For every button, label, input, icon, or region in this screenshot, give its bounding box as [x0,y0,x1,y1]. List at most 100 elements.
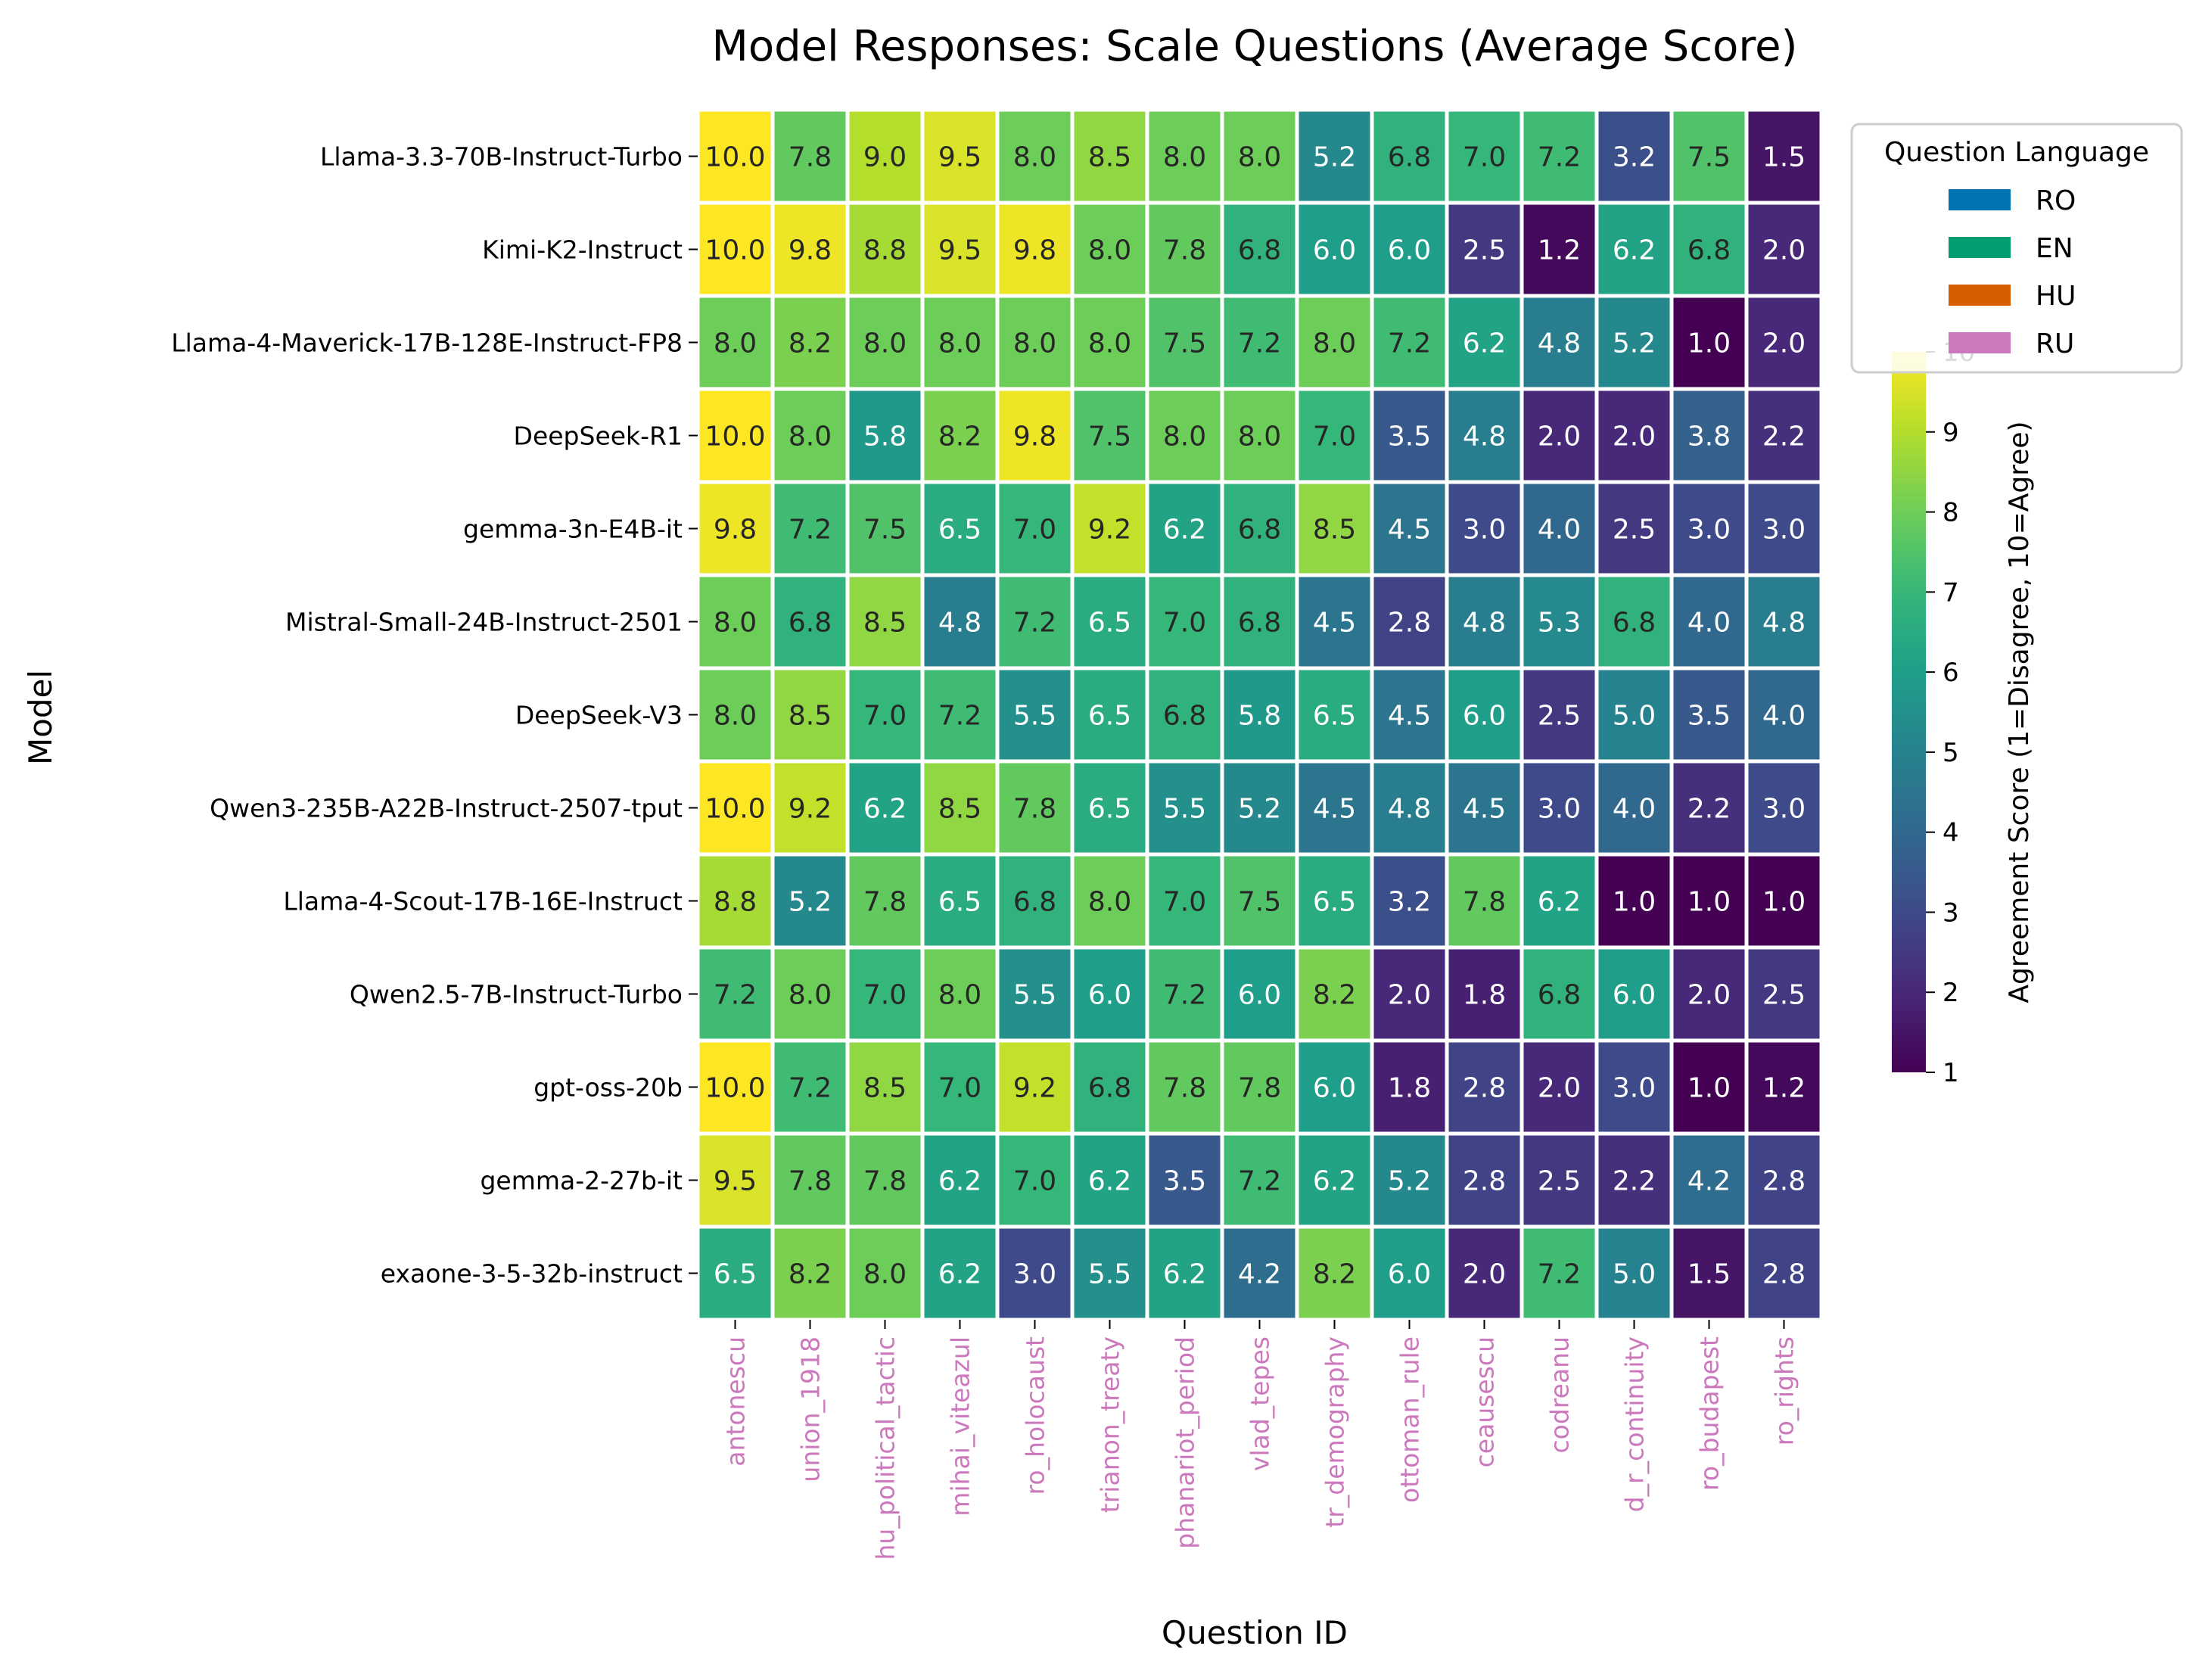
heatmap-cell [1220,480,1299,577]
cell-value-label: 7.0 [863,701,907,732]
cell-value-label: 5.2 [789,887,832,918]
cell-value-label: 2.2 [1687,794,1731,825]
y-tick-label: gemma-2-27b-it [480,1166,683,1196]
legend-label: EN [2036,233,2073,264]
heatmap-cell [695,1224,775,1322]
cell-value-label: 1.0 [1687,1073,1731,1104]
heatmap-cell [1295,480,1374,577]
x-tick-label: ro_budapest [1695,1336,1725,1491]
cell-value-label: 2.0 [1538,422,1581,453]
x-tick-label: ottoman_rule [1395,1336,1425,1503]
heatmap-cell [1594,945,1674,1043]
heatmap-cell [1070,852,1149,950]
heatmap-cell [695,294,775,391]
cell-value-label: 1.5 [1687,1259,1731,1290]
heatmap-cell [770,573,850,670]
heatmap-cell [1669,1224,1749,1322]
legend-swatch [1949,332,2011,353]
heatmap-cell [1145,480,1224,577]
cell-value-label: 3.2 [1388,887,1431,918]
cell-value-label: 6.8 [1388,142,1431,173]
cell-value-label: 10.0 [705,235,765,266]
cell-value-label: 5.3 [1538,608,1581,639]
cell-value-label: 8.5 [1088,142,1131,173]
cell-value-label: 4.8 [1388,794,1431,825]
cell-value-label: 4.8 [1463,422,1506,453]
cell-value-label: 4.8 [1463,608,1506,639]
cell-value-label: 7.8 [1163,235,1206,266]
cell-value-label: 2.5 [1613,515,1656,546]
cell-value-label: 8.0 [863,1259,907,1290]
cell-value-label: 2.5 [1463,235,1506,266]
legend-title: Question Language [1884,137,2149,168]
legend: Question Language RO EN HU RU [1850,123,2183,374]
cell-value-label: 3.0 [1613,1073,1656,1104]
y-tick-label: DeepSeek-R1 [514,422,683,451]
colorbar-tick-label: 4 [1942,818,1959,848]
y-tick-label: Llama-3.3-70B-Instruct-Turbo [320,142,683,172]
heatmap-cell [1744,1131,1824,1229]
cell-value-label: 8.0 [938,328,981,359]
cell-value-label: 9.8 [714,515,757,546]
cell-value-label: 8.5 [1313,515,1356,546]
heatmap-cell [1594,573,1674,670]
heatmap-cell [695,852,775,950]
x-tick-label: ro_rights [1770,1336,1799,1445]
cell-value-label: 6.0 [1388,235,1431,266]
heatmap-cell [1445,1038,1524,1136]
cell-value-label: 8.8 [714,887,757,918]
cell-value-label: 6.8 [1088,1073,1131,1104]
cell-value-label: 7.0 [1013,1166,1056,1197]
cell-value-label: 1.8 [1463,980,1506,1011]
colorbar-label: Agreement Score (1=Disagree, 10=Agree) [2004,421,2035,1003]
cell-value-label: 2.0 [1613,422,1656,453]
cell-value-label: 8.5 [789,701,832,732]
cell-value-label: 8.8 [863,235,907,266]
y-tick-label: Llama-4-Scout-17B-16E-Instruct [283,887,683,916]
cell-value-label: 4.0 [1613,794,1656,825]
heatmap-cell [995,387,1075,484]
y-tick-label: Llama-4-Maverick-17B-128E-Instruct-FP8 [171,328,683,358]
heatmap-cell [1445,852,1524,950]
heatmap-cell [1220,852,1299,950]
cell-value-label: 7.2 [1238,328,1281,359]
cell-value-label: 2.2 [1613,1166,1656,1197]
cell-value-label: 6.8 [1538,980,1581,1011]
heatmap-cell [1445,1224,1524,1322]
cell-value-label: 9.5 [714,1166,757,1197]
cell-value-label: 9.8 [789,235,832,266]
cell-value-label: 6.2 [938,1166,981,1197]
cell-value-label: 2.8 [1463,1073,1506,1104]
colorbar-ticks: 12345678910 [1926,338,1975,1088]
cell-value-label: 6.0 [1313,1073,1356,1104]
x-axis-label: Question ID [1162,1614,1348,1651]
cell-value-label: 6.8 [1238,235,1281,266]
heatmap-cell [1220,666,1299,764]
cell-value-label: 5.0 [1613,1259,1656,1290]
cell-value-label: 8.0 [714,608,757,639]
cell-value-label: 6.8 [1163,701,1206,732]
cell-value-label: 7.0 [938,1073,981,1104]
heatmap-cell [770,201,850,298]
cell-value-label: 1.0 [1613,887,1656,918]
cell-value-label: 6.8 [1687,235,1731,266]
legend-swatch [1949,237,2011,258]
cell-value-label: 6.5 [1088,701,1131,732]
x-tick-label: antonescu [721,1336,751,1467]
cell-value-label: 1.5 [1762,142,1806,173]
cell-value-label: 2.0 [1388,980,1431,1011]
cell-value-label: 6.2 [938,1259,981,1290]
heatmap-cell [770,1224,850,1322]
heatmap-cell [695,480,775,577]
heatmap-cell [1519,1038,1599,1136]
cell-value-label: 7.8 [1013,794,1056,825]
heatmap-cell [845,759,925,857]
cell-value-label: 5.2 [1613,328,1656,359]
cell-value-label: 6.2 [1163,1259,1206,1290]
cell-value-label: 7.8 [789,1166,832,1197]
heatmap-cell [1145,666,1224,764]
cell-value-label: 9.5 [938,142,981,173]
cell-value-label: 7.8 [1238,1073,1281,1104]
cell-value-label: 1.0 [1687,887,1731,918]
cell-value-label: 2.5 [1762,980,1806,1011]
